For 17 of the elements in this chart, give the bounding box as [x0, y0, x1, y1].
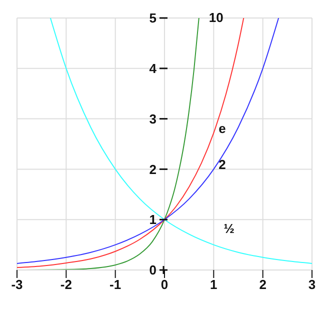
- x-tick-label: -3: [11, 277, 23, 292]
- y-tick-label: 4: [149, 60, 158, 76]
- x-tick-label: 3: [308, 277, 316, 292]
- x-tick-label: 1: [210, 277, 218, 292]
- series-label: ½: [224, 220, 235, 236]
- series-label: e: [218, 120, 226, 136]
- y-tick-label: 3: [149, 111, 156, 126]
- y-tick-label: 2: [149, 162, 156, 177]
- series-label: 2: [218, 157, 226, 172]
- y-tick-label: 5: [149, 10, 156, 26]
- y-tick-label: 1: [149, 212, 156, 228]
- x-tick-label: 2: [259, 277, 266, 292]
- x-tick-label: 0: [160, 277, 168, 292]
- y-tick-label: 0: [149, 262, 156, 278]
- x-tick-label: -1: [110, 277, 122, 292]
- series-label: 10: [208, 10, 224, 25]
- x-tick-label: -2: [60, 277, 72, 292]
